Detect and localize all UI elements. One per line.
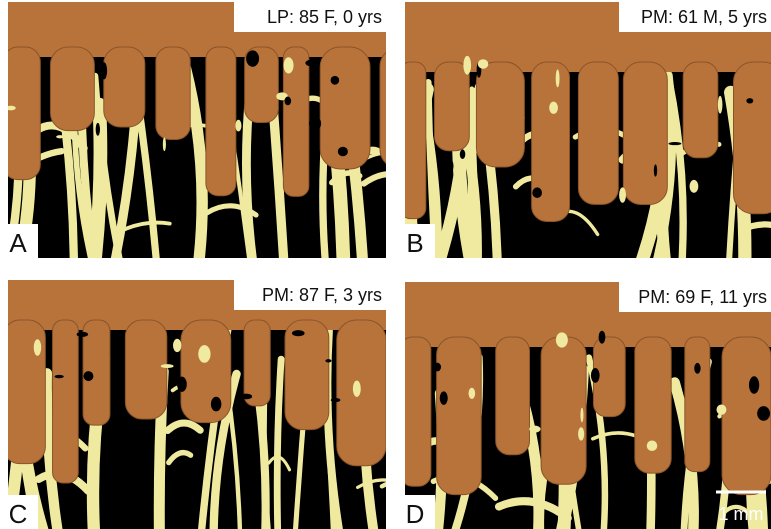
finger (437, 337, 482, 495)
strut (277, 359, 281, 529)
hole (746, 98, 753, 103)
hole (292, 330, 305, 336)
finger (435, 62, 470, 151)
hole (440, 391, 448, 405)
hole (654, 164, 657, 176)
panel (3, 2, 429, 268)
finger (623, 62, 667, 204)
hole (619, 187, 626, 202)
scale-bar-label: 1 mm (719, 504, 764, 524)
hole (246, 50, 259, 66)
hole (83, 371, 93, 381)
hole (198, 345, 210, 363)
hole (235, 120, 241, 132)
hole (284, 57, 294, 73)
finger (578, 62, 618, 204)
finger (685, 337, 710, 472)
finger (206, 47, 236, 196)
hole (469, 388, 476, 399)
hole (757, 406, 770, 421)
hole (77, 332, 89, 337)
panel (3, 280, 439, 529)
panel-letter: D (406, 499, 425, 529)
hole (331, 76, 340, 85)
hole (529, 426, 540, 433)
hole (285, 97, 292, 106)
page: LP: 85 F, 0 yrs A PM: 61 M, 5 yrs B PM: 87 F… (0, 0, 771, 529)
hole (434, 363, 441, 372)
hole (56, 135, 64, 138)
finger (496, 337, 530, 455)
hole (460, 149, 465, 159)
hole (338, 147, 348, 157)
finger (635, 337, 671, 473)
finger (733, 62, 771, 214)
panel (393, 282, 771, 529)
finger (104, 47, 145, 127)
finger (50, 47, 94, 131)
hole (463, 56, 471, 75)
finger (125, 320, 166, 419)
hole (591, 368, 600, 383)
panel-caption: LP: 85 F, 0 yrs (267, 7, 382, 27)
hole (669, 142, 682, 145)
finger (181, 320, 231, 423)
hole (599, 331, 606, 344)
hole (353, 380, 361, 396)
finger (244, 320, 270, 406)
hole (690, 180, 699, 193)
hole (532, 187, 542, 198)
hole (96, 123, 100, 136)
hole (716, 404, 726, 414)
panel-letter: B (406, 228, 423, 258)
hole (305, 60, 315, 66)
hole (211, 397, 221, 412)
finger (476, 62, 524, 167)
hole (34, 339, 41, 356)
hole (177, 377, 187, 392)
hole (580, 408, 583, 423)
finger (3, 47, 40, 180)
hole (331, 398, 341, 402)
hole (749, 376, 759, 393)
finger (337, 320, 386, 466)
hole (309, 117, 321, 131)
hole (173, 339, 181, 352)
finger (285, 320, 329, 430)
hole (161, 364, 174, 368)
finger (400, 62, 426, 219)
hole (718, 96, 723, 114)
panel-caption: PM: 69 F, 11 yrs (638, 287, 767, 307)
finger (400, 337, 431, 486)
hole (647, 440, 658, 451)
panel-letter: C (9, 499, 28, 529)
hole (6, 106, 16, 111)
hole (694, 363, 700, 374)
finger (53, 320, 79, 483)
hole (445, 159, 453, 174)
panel-letter: A (9, 228, 27, 258)
panel-caption: PM: 87 F, 3 yrs (262, 285, 382, 305)
hole (556, 69, 560, 87)
panel-caption: PM: 61 M, 5 yrs (641, 7, 767, 27)
hole (163, 137, 166, 151)
hole (578, 427, 584, 440)
hole (549, 102, 558, 114)
hole (101, 62, 107, 79)
panel (400, 2, 771, 268)
hole (478, 59, 488, 69)
hole (556, 332, 568, 347)
hole (54, 375, 63, 378)
finger (683, 62, 718, 158)
hole (325, 359, 331, 362)
finger (541, 337, 586, 484)
figure: LP: 85 F, 0 yrs A PM: 61 M, 5 yrs B PM: 87 F… (0, 0, 771, 529)
hole (240, 394, 253, 400)
finger (156, 47, 190, 139)
